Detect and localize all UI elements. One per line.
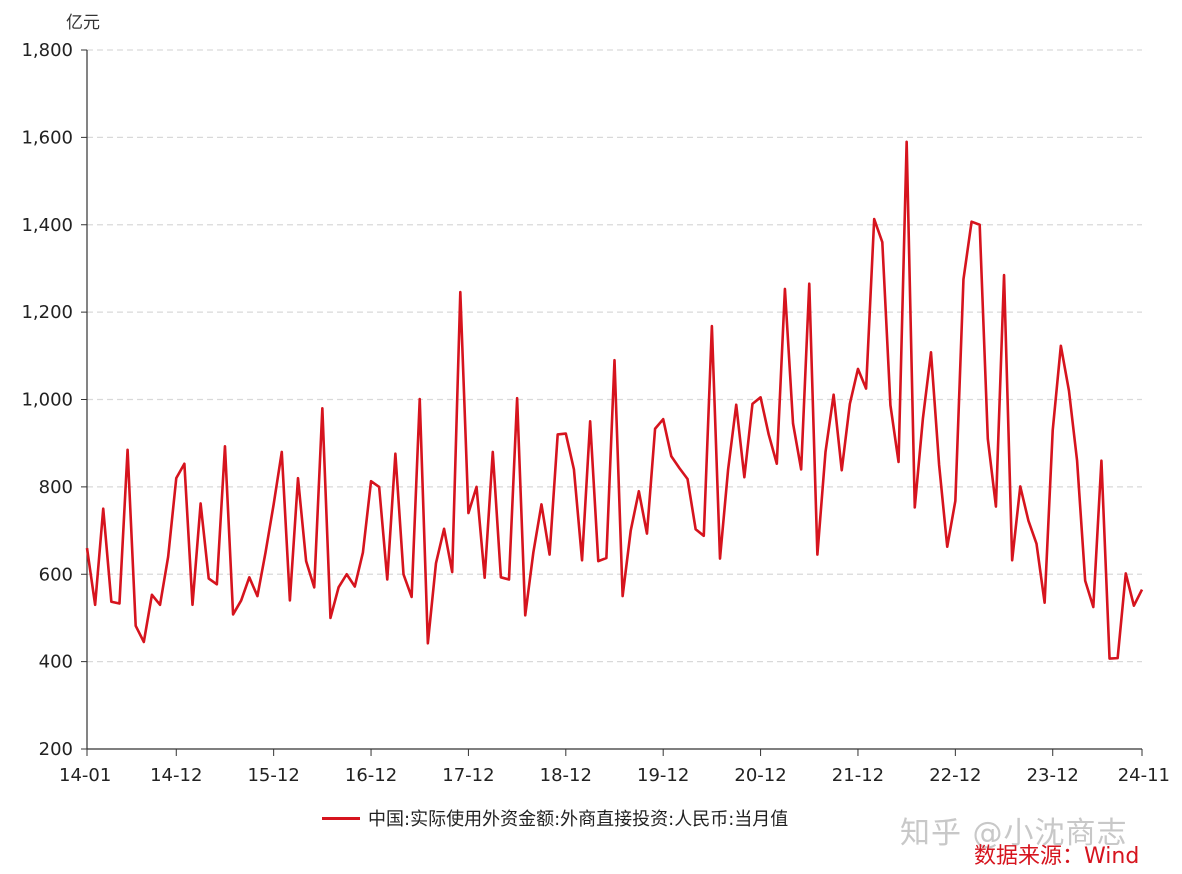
watermark: 知乎 @小沈商志 [900,816,1128,851]
x-tick-label: 21-12 [832,765,884,786]
y-tick-label: 600 [39,564,73,585]
x-tick-label: 20-12 [734,765,786,786]
y-tick-label: 200 [39,739,73,760]
x-tick-label: 24-11 [1118,765,1170,786]
x-tick-label: 14-12 [150,765,202,786]
y-tick-label: 1,000 [21,390,73,411]
source-note: 数据来源：Wind [974,844,1140,869]
x-tick-label: 16-12 [345,765,397,786]
x-tick-label: 17-12 [442,765,494,786]
series-line [85,140,1144,660]
y-tick-label: 1,200 [21,302,73,323]
x-axis: 14-01 14-12 15-12 16-12 17-12 18-12 19-12 20-12… [59,748,1170,786]
grid-lines [87,49,1142,663]
x-tick-label: 23-12 [1027,765,1079,786]
legend-swatch [322,816,360,820]
x-tick-label: 15-12 [247,765,299,786]
y-axis: 200 400 600 800 1,000 1,200 1,400 1,600 1,800 [21,40,88,760]
x-tick-label: 18-12 [540,765,592,786]
y-tick-label: 800 [39,477,73,498]
legend: 中国:实际使用外资金额:外商直接投资:人民币:当月值 [322,805,788,831]
x-tick-label: 14-01 [59,765,111,786]
x-tick-label: 22-12 [929,765,981,786]
x-tick-label: 19-12 [637,765,689,786]
y-axis-unit: 亿元 [66,13,100,33]
series-group [85,140,1144,660]
legend-label: 中国:实际使用外资金额:外商直接投资:人民币:当月值 [368,809,789,830]
y-tick-label: 1,400 [21,215,73,236]
y-tick-label: 400 [39,652,73,673]
y-tick-label: 1,600 [21,127,73,148]
y-tick-label: 1,800 [21,40,73,61]
